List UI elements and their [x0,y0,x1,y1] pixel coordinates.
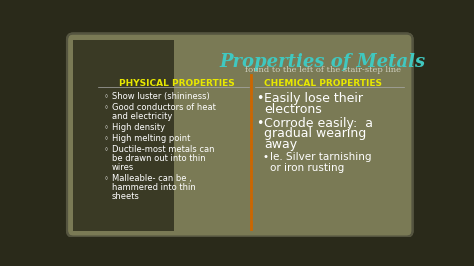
Text: Corrode easily:  a: Corrode easily: a [264,117,373,130]
Text: ◦: ◦ [104,174,109,183]
Text: •: • [256,92,264,105]
Bar [73,40,174,231]
Text: ◦: ◦ [104,146,109,155]
Text: electrons: electrons [264,103,321,116]
Text: Good conductors of heat: Good conductors of heat [112,103,216,112]
Text: •: • [262,152,268,162]
Text: ◦: ◦ [104,103,109,112]
Text: Ie. Silver tarnishing: Ie. Silver tarnishing [270,152,372,162]
Text: High density: High density [112,123,165,132]
Text: away: away [264,138,297,151]
Text: High melting point: High melting point [112,134,191,143]
Text: or iron rusting: or iron rusting [270,163,344,173]
Text: and electricity: and electricity [112,112,173,121]
Text: •: • [256,117,264,130]
Text: Show luster (shininess): Show luster (shininess) [112,92,210,101]
Text: ◦: ◦ [104,134,109,143]
Text: sheets: sheets [112,192,140,201]
Text: Malleable- can be ,: Malleable- can be , [112,174,191,183]
Text: be drawn out into thin: be drawn out into thin [112,154,206,163]
Text: gradual wearing: gradual wearing [264,127,366,140]
Text: PHYSICAL PROPERTIES: PHYSICAL PROPERTIES [119,79,235,88]
Text: Easily lose their: Easily lose their [264,92,363,105]
Text: Properties of Metals: Properties of Metals [219,53,426,72]
Text: found to the left of the stair-step line: found to the left of the stair-step line [245,66,401,74]
Text: ◦: ◦ [104,123,109,132]
Text: ◦: ◦ [104,92,109,101]
FancyBboxPatch shape [67,34,413,237]
Text: hammered into thin: hammered into thin [112,183,196,192]
Text: CHEMICAL PROPERTIES: CHEMICAL PROPERTIES [264,79,382,88]
Text: Ductile-most metals can: Ductile-most metals can [112,146,214,155]
Text: wires: wires [112,163,134,172]
